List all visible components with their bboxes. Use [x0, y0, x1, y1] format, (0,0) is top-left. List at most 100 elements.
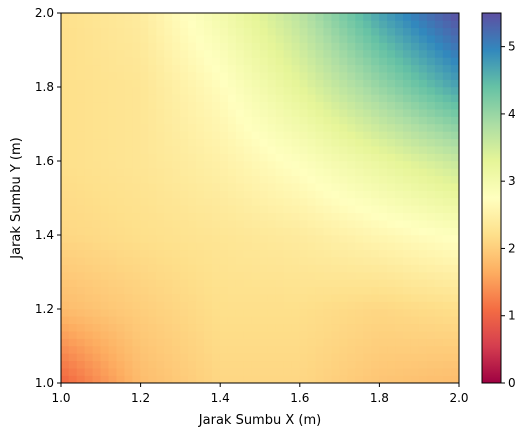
heatmap-cell	[148, 308, 157, 317]
y-tick-label: 1.2	[35, 302, 54, 316]
heatmap-cell	[299, 323, 309, 332]
heatmap-cell	[267, 27, 277, 36]
heatmap-cell	[124, 316, 133, 325]
heatmap-cell	[299, 197, 309, 206]
heatmap-cell	[76, 190, 86, 199]
heatmap-cell	[323, 123, 332, 132]
heatmap-cell	[84, 131, 94, 140]
heatmap-cell	[418, 86, 428, 95]
heatmap-cell	[196, 168, 205, 177]
heatmap-cell	[410, 79, 420, 88]
heatmap-cell	[275, 345, 285, 354]
heatmap-cell	[434, 271, 444, 280]
heatmap-cell	[395, 108, 404, 117]
heatmap-cell	[164, 20, 173, 29]
heatmap-cell	[92, 264, 102, 273]
heatmap-cell	[219, 64, 229, 73]
heatmap-cell	[196, 123, 205, 132]
heatmap-cell	[164, 86, 173, 95]
heatmap-cell	[180, 131, 189, 140]
heatmap-cell	[188, 286, 197, 295]
heatmap-cell	[403, 279, 412, 288]
heatmap-cell	[299, 116, 309, 125]
heatmap-cell	[132, 34, 141, 43]
heatmap-cell	[379, 316, 388, 325]
heatmap-cell	[84, 101, 94, 110]
heatmap-cell	[108, 367, 117, 376]
heatmap-cell	[267, 168, 277, 177]
heatmap-cell	[339, 168, 348, 177]
heatmap-cell	[307, 190, 316, 199]
x-tick-label: 1.6	[290, 391, 309, 405]
heatmap-cell	[243, 108, 253, 117]
heatmap-cell	[315, 131, 324, 140]
heatmap-cell	[307, 49, 316, 58]
heatmap-cell	[259, 123, 269, 132]
heatmap-cell	[76, 323, 86, 332]
heatmap-cell	[371, 94, 380, 103]
heatmap-cell	[140, 138, 149, 147]
heatmap-cell	[355, 293, 364, 302]
heatmap-cell	[434, 182, 444, 191]
colorbar	[481, 12, 502, 384]
heatmap-cell	[116, 160, 125, 169]
heatmap-cell	[60, 205, 70, 214]
heatmap-cell	[116, 20, 125, 29]
heatmap-cell	[251, 242, 261, 251]
heatmap-cell	[204, 108, 213, 117]
heatmap-cell	[347, 212, 356, 221]
heatmap-cell	[426, 168, 436, 177]
heatmap-cell	[387, 145, 396, 154]
heatmap-cell	[347, 79, 356, 88]
heatmap-cell	[275, 286, 285, 295]
heatmap-cell	[379, 175, 388, 184]
heatmap-cell	[426, 94, 436, 103]
heatmap-cell	[371, 116, 380, 125]
heatmap-cell	[156, 323, 165, 332]
heatmap-cell	[410, 212, 420, 221]
heatmap-cell	[299, 286, 309, 295]
heatmap-cell	[211, 256, 221, 265]
heatmap-cell	[347, 205, 356, 214]
heatmap-cell	[148, 367, 157, 376]
heatmap-cell	[418, 360, 428, 369]
heatmap-cell	[76, 293, 86, 302]
heatmap-cell	[403, 49, 412, 58]
heatmap-cell	[100, 79, 110, 88]
heatmap-cell	[307, 108, 316, 117]
heatmap-cell	[124, 353, 133, 362]
heatmap-cell	[227, 79, 237, 88]
heatmap-cell	[347, 256, 356, 265]
heatmap-cell	[164, 138, 173, 147]
heatmap-cell	[259, 330, 269, 339]
heatmap-cell	[180, 353, 189, 362]
heatmap-cell	[235, 227, 245, 236]
heatmap-cell	[355, 249, 364, 258]
heatmap-cell	[275, 94, 285, 103]
heatmap-cell	[100, 94, 110, 103]
heatmap-cell	[339, 42, 348, 51]
heatmap-cell	[299, 264, 309, 273]
heatmap-cell	[251, 123, 261, 132]
heatmap-cell	[426, 160, 436, 169]
heatmap-cell	[259, 71, 269, 80]
heatmap-cell	[259, 242, 269, 251]
heatmap-cell	[68, 316, 78, 325]
heatmap-cell	[339, 367, 348, 376]
heatmap-cell	[100, 271, 110, 280]
heatmap-cell	[275, 353, 285, 362]
heatmap-cell	[379, 123, 388, 132]
heatmap-cell	[92, 160, 102, 169]
heatmap-cell	[243, 308, 253, 317]
heatmap-cell	[92, 34, 102, 43]
heatmap-cell	[299, 249, 309, 258]
heatmap-cell	[204, 190, 213, 199]
heatmap-cell	[60, 338, 70, 347]
heatmap-cell	[379, 367, 388, 376]
heatmap-cell	[371, 49, 380, 58]
heatmap-cell	[251, 286, 261, 295]
heatmap-cell	[434, 286, 444, 295]
heatmap-cell	[76, 145, 86, 154]
heatmap-cell	[172, 12, 181, 21]
